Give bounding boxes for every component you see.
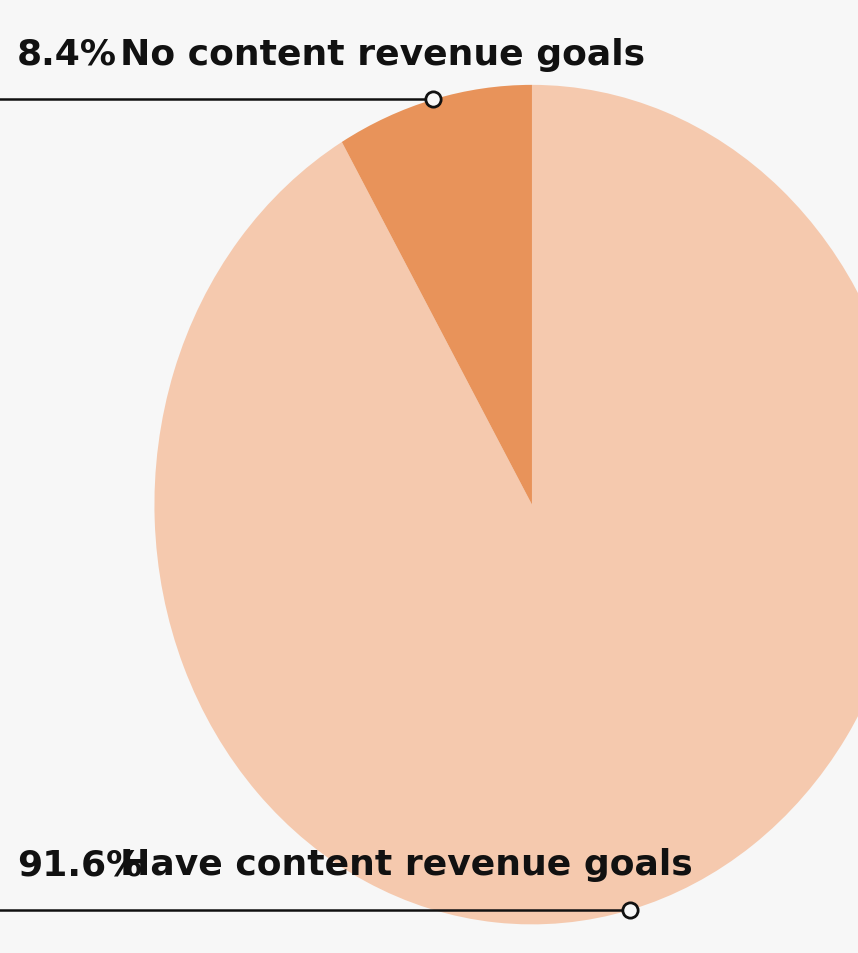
Text: No content revenue goals: No content revenue goals bbox=[120, 38, 645, 71]
Wedge shape bbox=[341, 86, 532, 505]
Text: 91.6%: 91.6% bbox=[17, 847, 142, 882]
Wedge shape bbox=[154, 86, 858, 924]
Text: 8.4%: 8.4% bbox=[17, 38, 118, 71]
Text: Have content revenue goals: Have content revenue goals bbox=[120, 847, 693, 882]
